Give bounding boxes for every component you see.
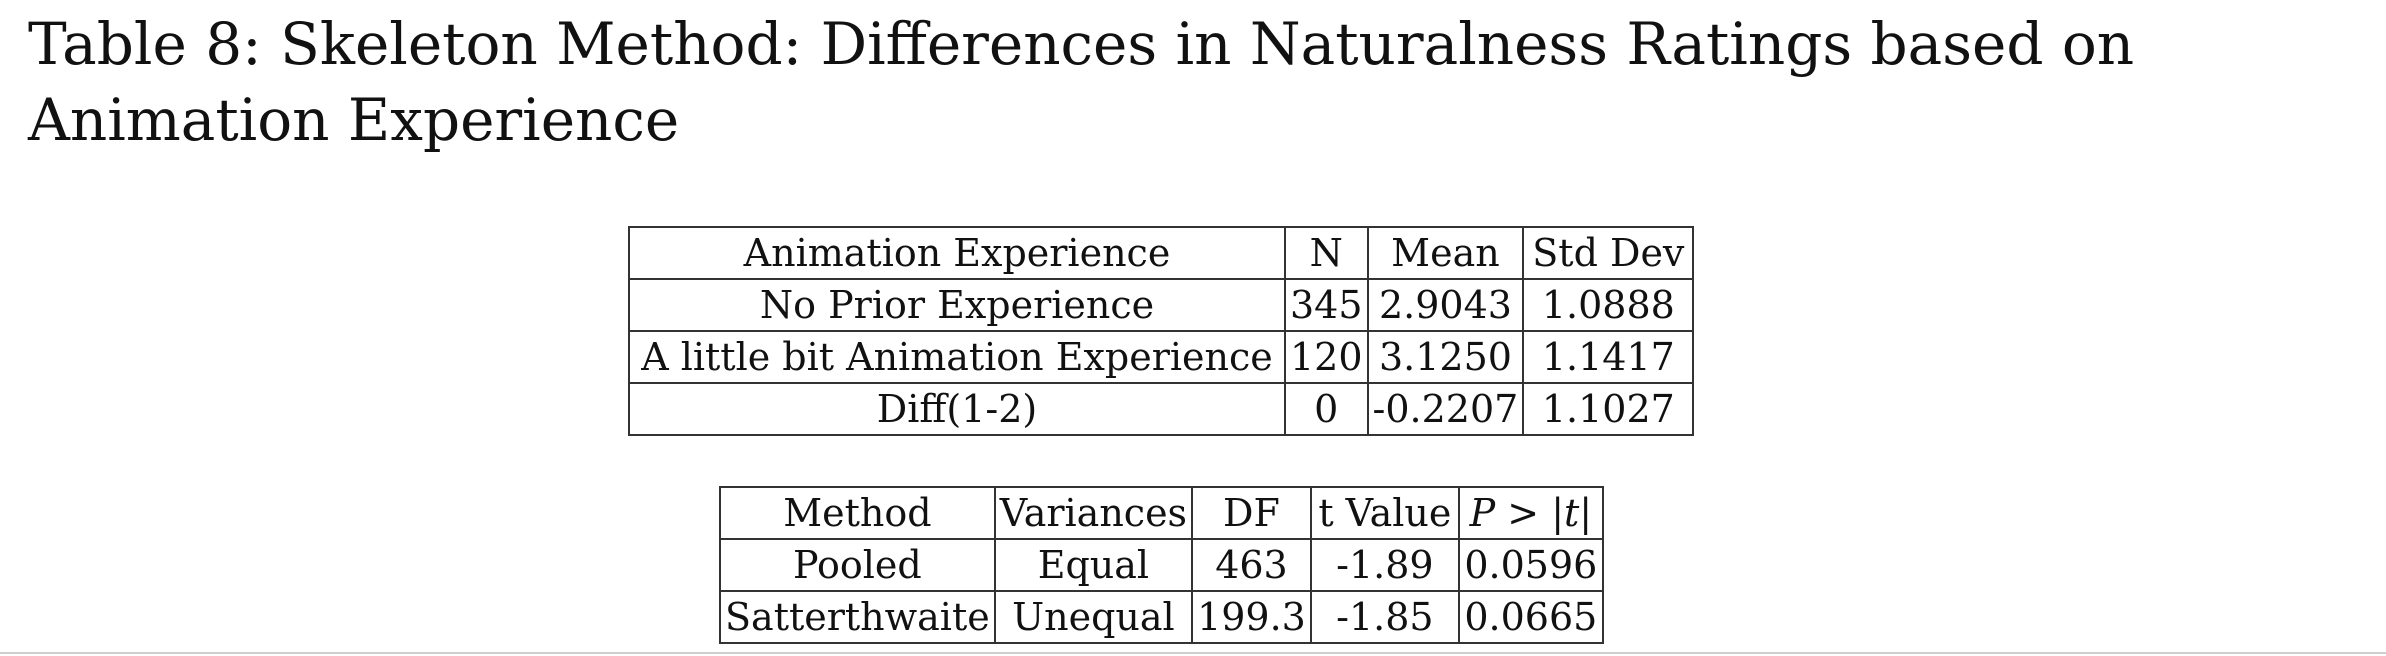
header-n: N xyxy=(1284,226,1369,280)
page-bottom-border xyxy=(0,652,2386,654)
cell-mean: 3.1250 xyxy=(1366,330,1525,384)
table-row: Diff(1-2) 0 -0.2207 1.1027 xyxy=(628,382,1695,436)
cell-n: 0 xyxy=(1284,382,1369,436)
t-test-table: Method Variances DF t Value P > |t| Pool… xyxy=(719,486,1604,644)
table-row: Satterthwaite Unequal 199.3 -1.85 0.0665 xyxy=(719,590,1604,644)
table-header-row: Method Variances DF t Value P > |t| xyxy=(719,486,1604,540)
cell-method: Pooled xyxy=(719,538,996,592)
header-animation-experience: Animation Experience xyxy=(628,226,1286,280)
header-mean: Mean xyxy=(1366,226,1525,280)
table-row: No Prior Experience 345 2.9043 1.0888 xyxy=(628,278,1695,332)
cell-std-dev: 1.1417 xyxy=(1522,330,1695,384)
cell-variances: Unequal xyxy=(993,590,1194,644)
header-p-value: P > |t| xyxy=(1457,486,1604,540)
cell-group: A little bit Animation Experience xyxy=(628,330,1286,384)
header-t-value: t Value xyxy=(1309,486,1460,540)
cell-method: Satterthwaite xyxy=(719,590,996,644)
table-caption: Table 8: Skeleton Method: Differences in… xyxy=(28,10,2135,154)
cell-p-value: 0.0596 xyxy=(1457,538,1604,592)
cell-variances: Equal xyxy=(993,538,1194,592)
cell-group: No Prior Experience xyxy=(628,278,1286,332)
cell-std-dev: 1.0888 xyxy=(1522,278,1695,332)
cell-df: 199.3 xyxy=(1191,590,1312,644)
cell-mean: 2.9043 xyxy=(1366,278,1525,332)
descriptive-stats-table: Animation Experience N Mean Std Dev No P… xyxy=(628,226,1695,436)
cell-t-value: -1.89 xyxy=(1309,538,1460,592)
table-row: Pooled Equal 463 -1.89 0.0596 xyxy=(719,538,1604,592)
cell-n: 345 xyxy=(1284,278,1369,332)
table-header-row: Animation Experience N Mean Std Dev xyxy=(628,226,1695,280)
header-std-dev: Std Dev xyxy=(1522,226,1695,280)
header-method: Method xyxy=(719,486,996,540)
header-df: DF xyxy=(1191,486,1312,540)
cell-mean: -0.2207 xyxy=(1366,382,1525,436)
header-variances: Variances xyxy=(993,486,1194,540)
cell-std-dev: 1.1027 xyxy=(1522,382,1695,436)
cell-group: Diff(1-2) xyxy=(628,382,1286,436)
cell-t-value: -1.85 xyxy=(1309,590,1460,644)
cell-df: 463 xyxy=(1191,538,1312,592)
table-row: A little bit Animation Experience 120 3.… xyxy=(628,330,1695,384)
cell-n: 120 xyxy=(1284,330,1369,384)
cell-p-value: 0.0665 xyxy=(1457,590,1604,644)
